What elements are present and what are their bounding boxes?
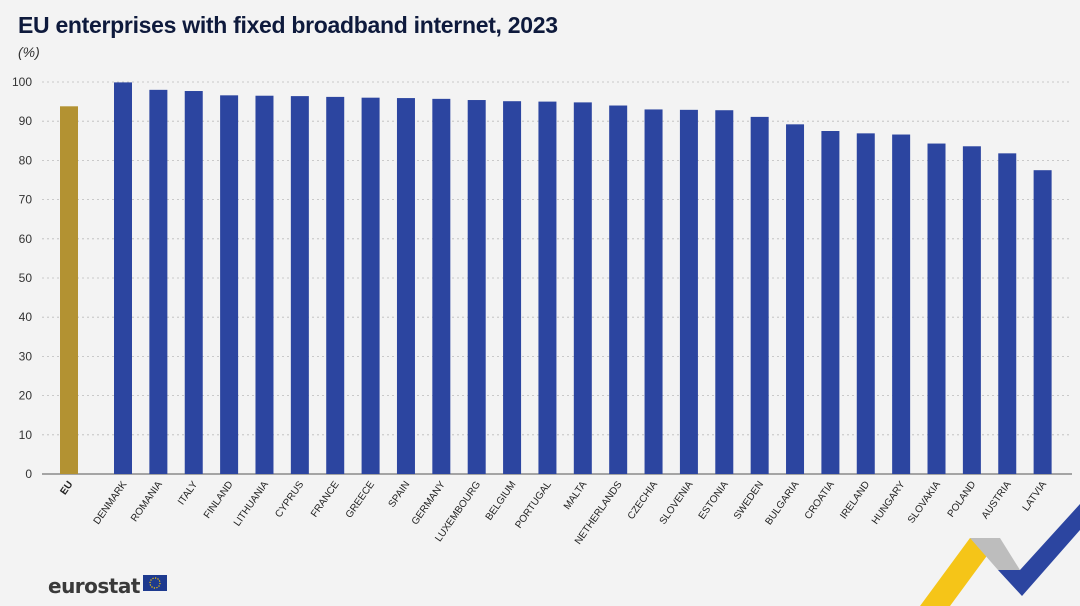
- x-tick-label: GERMANY: [410, 479, 448, 527]
- x-tick-label: BULGARIA: [763, 479, 801, 527]
- x-tick-label: MALTA: [562, 479, 589, 512]
- bar-slovakia: [927, 143, 946, 474]
- bar-italy: [184, 91, 203, 475]
- eu-flag-icon: [143, 575, 167, 591]
- x-tick-label: LITHUANIA: [232, 479, 271, 528]
- bar-finland: [220, 95, 239, 474]
- bar-spain: [396, 98, 415, 475]
- bar-france: [326, 96, 345, 474]
- decorative-chevron-icon: [920, 504, 1080, 606]
- bar-romania: [149, 89, 168, 474]
- bar-luxembourg: [467, 100, 486, 475]
- bar-bulgaria: [786, 124, 805, 474]
- x-tick-label: EU: [58, 479, 75, 497]
- bar-netherlands: [609, 105, 628, 475]
- bar-eu: [60, 106, 78, 474]
- y-tick-label: 20: [19, 389, 33, 403]
- bar-malta: [573, 102, 592, 474]
- x-tick-label: SWEDEN: [732, 479, 766, 521]
- x-tick-label: SPAIN: [387, 479, 413, 509]
- bar-latvia: [1033, 170, 1052, 474]
- x-tick-label: CZECHIA: [626, 479, 660, 522]
- bar-lithuania: [255, 95, 274, 474]
- x-tick-label: CYPRUS: [273, 479, 306, 520]
- x-tick-label: ESTONIA: [697, 479, 731, 521]
- y-tick-label: 70: [19, 193, 33, 207]
- bar-greece: [361, 97, 380, 475]
- y-tick-label: 30: [19, 349, 33, 363]
- bars: [60, 82, 1052, 475]
- x-tick-label: FINLAND: [202, 479, 236, 520]
- bar-denmark: [114, 82, 132, 474]
- y-tick-label: 0: [25, 467, 32, 481]
- chart-title: EU enterprises with fixed broadband inte…: [18, 12, 558, 38]
- x-tick-label: ROMANIA: [129, 479, 165, 524]
- bar-slovenia: [679, 109, 698, 474]
- y-tick-label: 60: [19, 232, 33, 246]
- x-tick-label: CROATIA: [803, 479, 837, 521]
- x-tick-label: FRANCE: [309, 479, 342, 519]
- bar-austria: [998, 153, 1017, 474]
- bar-germany: [432, 98, 451, 474]
- bar-belgium: [503, 101, 522, 474]
- y-axis: 0 10 20 30 40 50 60 70 80 90 100: [12, 75, 32, 481]
- x-tick-label: BELGIUM: [484, 479, 519, 522]
- y-tick-label: 80: [19, 153, 33, 167]
- x-tick-label: GREECE: [344, 479, 377, 520]
- bar-cyprus: [290, 96, 309, 474]
- bar-chart: 0 10 20 30 40 50 60 70 80 90 100 EU DENMARK ROMANIA I…: [12, 75, 1072, 547]
- bar-sweden: [750, 116, 769, 474]
- bar-estonia: [715, 110, 734, 474]
- y-tick-label: 10: [19, 428, 33, 442]
- y-tick-label: 90: [19, 114, 33, 128]
- x-tick-label: SLOVENIA: [658, 479, 696, 527]
- bar-ireland: [856, 133, 875, 475]
- bar-hungary: [892, 134, 911, 474]
- x-tick-label: DENMARK: [92, 479, 130, 527]
- x-tick-label: PORTUGAL: [513, 479, 554, 531]
- y-tick-label: 40: [19, 310, 33, 324]
- bar-czechia: [644, 109, 663, 474]
- bar-portugal: [538, 101, 557, 474]
- x-tick-label: IRELAND: [838, 479, 872, 521]
- y-tick-label: 100: [12, 75, 32, 89]
- bar-croatia: [821, 131, 840, 474]
- y-tick-label: 50: [19, 271, 33, 285]
- bar-poland: [962, 146, 981, 474]
- x-tick-label: ITALY: [176, 479, 200, 507]
- unit-label: (%): [18, 44, 40, 60]
- eurostat-logo: eurostat: [48, 574, 140, 598]
